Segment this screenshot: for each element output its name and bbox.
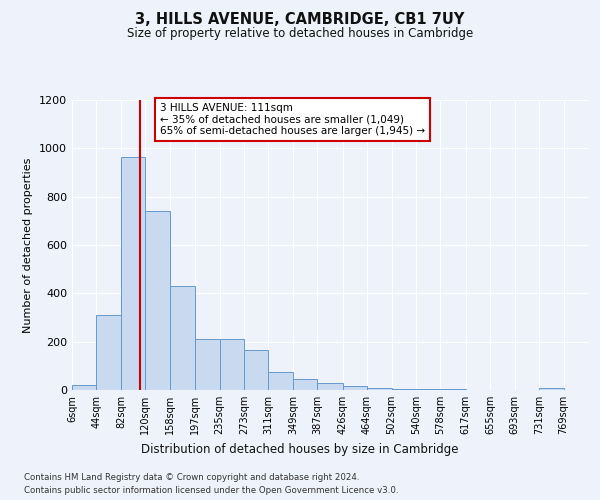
Bar (268, 372, 293, 390)
Bar (121, 157, 145, 390)
Bar (170, 286, 195, 390)
Bar (343, 386, 367, 390)
Bar (195, 339, 220, 390)
Text: 3, HILLS AVENUE, CAMBRIDGE, CB1 7UY: 3, HILLS AVENUE, CAMBRIDGE, CB1 7UY (136, 12, 464, 28)
Bar (367, 388, 392, 390)
Bar (244, 350, 268, 390)
Text: Contains HM Land Registry data © Crown copyright and database right 2024.: Contains HM Land Registry data © Crown c… (24, 472, 359, 482)
Bar (440, 389, 466, 390)
Text: Contains public sector information licensed under the Open Government Licence v3: Contains public sector information licen… (24, 486, 398, 495)
Bar (416, 389, 440, 390)
Bar (97, 315, 121, 390)
Bar (317, 383, 343, 390)
Text: Distribution of detached houses by size in Cambridge: Distribution of detached houses by size … (141, 442, 459, 456)
Bar (539, 388, 563, 390)
Text: 3 HILLS AVENUE: 111sqm
← 35% of detached houses are smaller (1,049)
65% of semi-: 3 HILLS AVENUE: 111sqm ← 35% of detached… (160, 103, 425, 136)
Bar (145, 211, 170, 390)
Bar (392, 389, 416, 390)
Bar (72, 385, 97, 390)
Y-axis label: Number of detached properties: Number of detached properties (23, 158, 34, 332)
Bar (293, 378, 317, 390)
Text: Size of property relative to detached houses in Cambridge: Size of property relative to detached ho… (127, 28, 473, 40)
Bar (220, 339, 244, 390)
